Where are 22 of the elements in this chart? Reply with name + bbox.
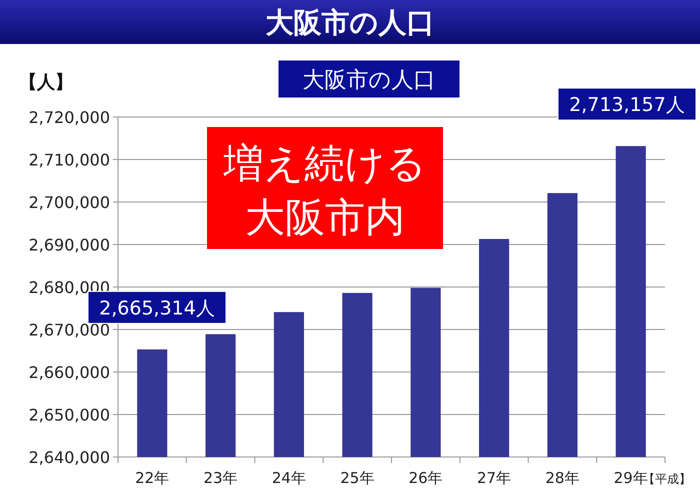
x-tick-label: 23年 [204,469,238,487]
x-tick-label: 24年 [272,469,306,487]
chart-title: 大阪市の人口 [266,6,434,39]
data-label: 2,713,157人 [569,94,685,116]
x-tick-label: 28年 [545,469,580,487]
y-tick-label: 2,690,000 [28,236,110,254]
y-axis-title: 【人】 [19,72,73,93]
chart-subtitle: 大阪市の人口 [302,68,436,93]
y-tick-label: 2,650,000 [28,406,110,424]
x-tick-label: 25年 [340,469,374,487]
annotation: 大阪市内 [245,195,405,241]
x-tick-label: 26年 [408,469,443,487]
y-tick-label: 2,710,000 [28,150,110,170]
y-tick-label: 2,700,000 [28,193,110,212]
y-tick-label: 2,660,000 [28,363,110,382]
y-tick-label: 2,720,000 [28,108,110,127]
x-tick-label: 27年 [477,469,512,487]
y-tick-label: 2,670,000 [28,320,110,340]
data-label: 2,665,314人 [99,297,215,320]
y-tick-label: 2,640,000 [28,448,110,467]
annotation: 増え続ける [222,141,426,187]
x-tick-label: 22年 [135,469,170,487]
